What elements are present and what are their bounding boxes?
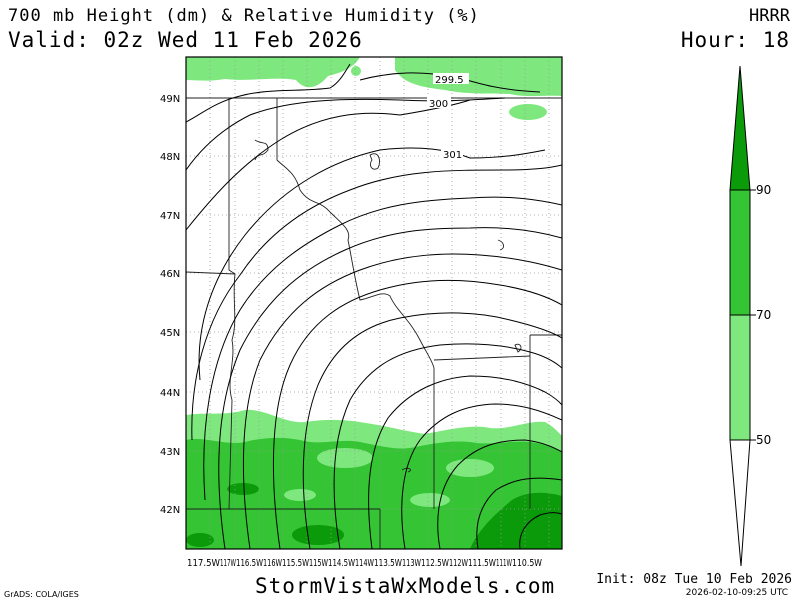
lon-label: 115.5W <box>282 558 309 569</box>
or-id-border <box>228 273 236 510</box>
colorbar-50-70 <box>729 314 751 441</box>
rh-hole-3 <box>284 489 316 501</box>
lat-label: 44N <box>160 388 180 399</box>
wa-id-border <box>228 98 236 275</box>
id-mt-border <box>276 98 435 369</box>
lon-label: 113W <box>402 558 421 569</box>
lon-label: 114.5W <box>328 558 355 569</box>
height-contours <box>186 63 562 549</box>
lat-label: 49N <box>160 94 180 105</box>
rh-patch-top-right <box>395 57 562 97</box>
lake-2 <box>369 153 381 170</box>
mt-wy-border <box>433 355 531 361</box>
contour-label-2995: 299.5 <box>435 75 464 86</box>
lat-axis: 49N 48N 47N 46N 45N 44N 43N 42N <box>160 94 180 516</box>
contour-label-300: 300 <box>429 99 448 110</box>
rh-patch-small <box>509 104 547 120</box>
lat-label: 48N <box>160 152 180 163</box>
rh-dark-3 <box>292 525 344 545</box>
lon-label: 111.5W <box>468 558 496 569</box>
or-wa-border <box>186 271 236 275</box>
forecast-hour: Hour: 18 <box>680 28 790 52</box>
site-watermark: StormVistaWxModels.com <box>255 574 556 598</box>
lon-label: 114W <box>355 558 374 569</box>
rh-shading <box>186 57 562 549</box>
colorbar-label-90: 90 <box>756 183 771 197</box>
rh-dark-1 <box>227 483 259 495</box>
rh-hole-1 <box>317 448 373 468</box>
map-frame <box>185 56 563 550</box>
rh-colorbar: 90 70 50 <box>729 65 771 567</box>
lake-4 <box>514 343 522 353</box>
grads-credit: GrADS: COLA/IGES <box>4 590 79 599</box>
rh-hole-2 <box>446 459 494 477</box>
lat-label: 46N <box>160 269 180 280</box>
lon-axis: 117.5W 117W 116.5W 116W 115.5W 115W 114.… <box>187 558 542 569</box>
lon-label: 116.5W <box>236 558 263 569</box>
rh-dark-2 <box>470 492 562 549</box>
model-name: HRRR <box>749 6 790 26</box>
lat-label: 45N <box>160 328 180 339</box>
lon-label: 110.5W <box>512 558 542 569</box>
lon-label: 113.5W <box>374 558 402 569</box>
lat-label: 43N <box>160 447 180 458</box>
lon-label: 117.5W <box>187 558 220 569</box>
lake-5 <box>401 467 411 473</box>
generated-timestamp: 2026-02-10-09:25 UTC <box>685 588 788 598</box>
lat-label: 42N <box>160 505 180 516</box>
lon-label: 115W <box>309 558 328 569</box>
colorbar-tip-90 <box>729 65 751 191</box>
colorbar-label-70: 70 <box>756 308 771 322</box>
lake-3 <box>497 239 505 251</box>
lat-label: 47N <box>160 211 180 222</box>
rh-hole-4 <box>410 493 450 507</box>
lon-label: 116W <box>263 558 282 569</box>
lon-label: 112W <box>449 558 468 569</box>
chart-title: 700 mb Height (dm) & Relative Humidity (… <box>8 6 480 26</box>
lon-label: 112.5W <box>421 558 449 569</box>
lon-label: 117W <box>220 558 236 569</box>
rh-dark-4 <box>186 533 214 547</box>
lon-label: 111W <box>496 558 512 569</box>
colorbar-label-50: 50 <box>756 433 771 447</box>
valid-time: Valid: 02z Wed 11 Feb 2026 <box>8 28 363 52</box>
contour-label-301: 301 <box>443 150 462 161</box>
colorbar-tip-white <box>729 439 751 567</box>
rh-patch-dot <box>351 66 361 76</box>
colorbar-70-90 <box>729 189 751 316</box>
init-time: Init: 08z Tue 10 Feb 2026 <box>596 572 792 587</box>
rh-patch-top <box>186 57 360 88</box>
